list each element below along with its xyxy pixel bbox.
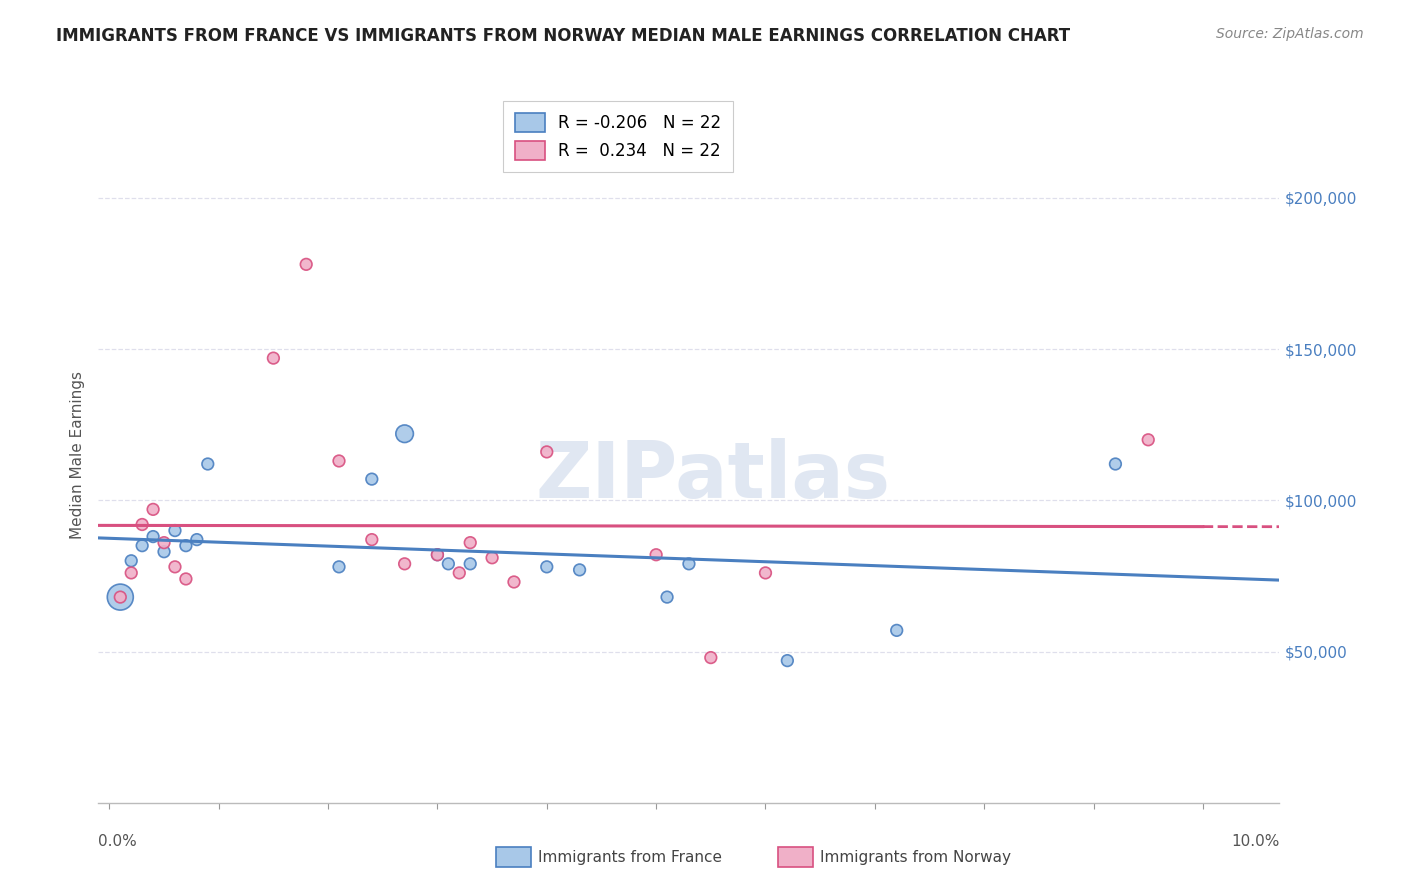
Point xyxy=(142,502,165,516)
Point xyxy=(776,654,799,668)
Point xyxy=(186,533,208,547)
Y-axis label: Median Male Earnings: Median Male Earnings xyxy=(70,371,86,539)
Text: 0.0%: 0.0% xyxy=(98,834,138,849)
Point xyxy=(197,457,219,471)
Point xyxy=(700,650,723,665)
Point xyxy=(503,574,526,589)
Point xyxy=(1137,433,1160,447)
Point xyxy=(174,572,197,586)
Point xyxy=(328,559,350,574)
Point xyxy=(110,590,132,604)
Point xyxy=(328,454,350,468)
Point xyxy=(153,545,176,559)
Point xyxy=(163,524,186,538)
Point xyxy=(120,554,142,568)
Point xyxy=(678,557,700,571)
Point xyxy=(458,535,481,549)
Point xyxy=(426,548,449,562)
Point xyxy=(120,566,142,580)
Point xyxy=(568,563,591,577)
Point xyxy=(645,548,668,562)
Text: IMMIGRANTS FROM FRANCE VS IMMIGRANTS FROM NORWAY MEDIAN MALE EARNINGS CORRELATIO: IMMIGRANTS FROM FRANCE VS IMMIGRANTS FRO… xyxy=(56,27,1070,45)
Point xyxy=(536,559,558,574)
Point xyxy=(437,557,460,571)
Text: Source: ZipAtlas.com: Source: ZipAtlas.com xyxy=(1216,27,1364,41)
Point xyxy=(754,566,776,580)
Point xyxy=(360,533,382,547)
Point xyxy=(655,590,678,604)
Point xyxy=(110,590,132,604)
Point xyxy=(131,539,153,553)
Point xyxy=(360,472,382,486)
Point xyxy=(1104,457,1126,471)
Point xyxy=(394,557,416,571)
Point xyxy=(449,566,471,580)
Point xyxy=(153,535,176,549)
Point xyxy=(295,257,318,271)
Text: Immigrants from France: Immigrants from France xyxy=(538,850,723,864)
Point xyxy=(163,559,186,574)
Point xyxy=(394,426,416,441)
Point xyxy=(426,548,449,562)
Point xyxy=(458,557,481,571)
Point xyxy=(262,351,284,365)
Text: 10.0%: 10.0% xyxy=(1232,834,1279,849)
Point xyxy=(131,517,153,532)
Point xyxy=(174,539,197,553)
Point xyxy=(481,550,503,565)
Text: Immigrants from Norway: Immigrants from Norway xyxy=(820,850,1011,864)
Legend: R = -0.206   N = 22, R =  0.234   N = 22: R = -0.206 N = 22, R = 0.234 N = 22 xyxy=(503,102,733,171)
Text: ZIPatlas: ZIPatlas xyxy=(536,438,890,514)
Point xyxy=(536,445,558,459)
Point xyxy=(886,624,908,638)
Point xyxy=(142,530,165,544)
